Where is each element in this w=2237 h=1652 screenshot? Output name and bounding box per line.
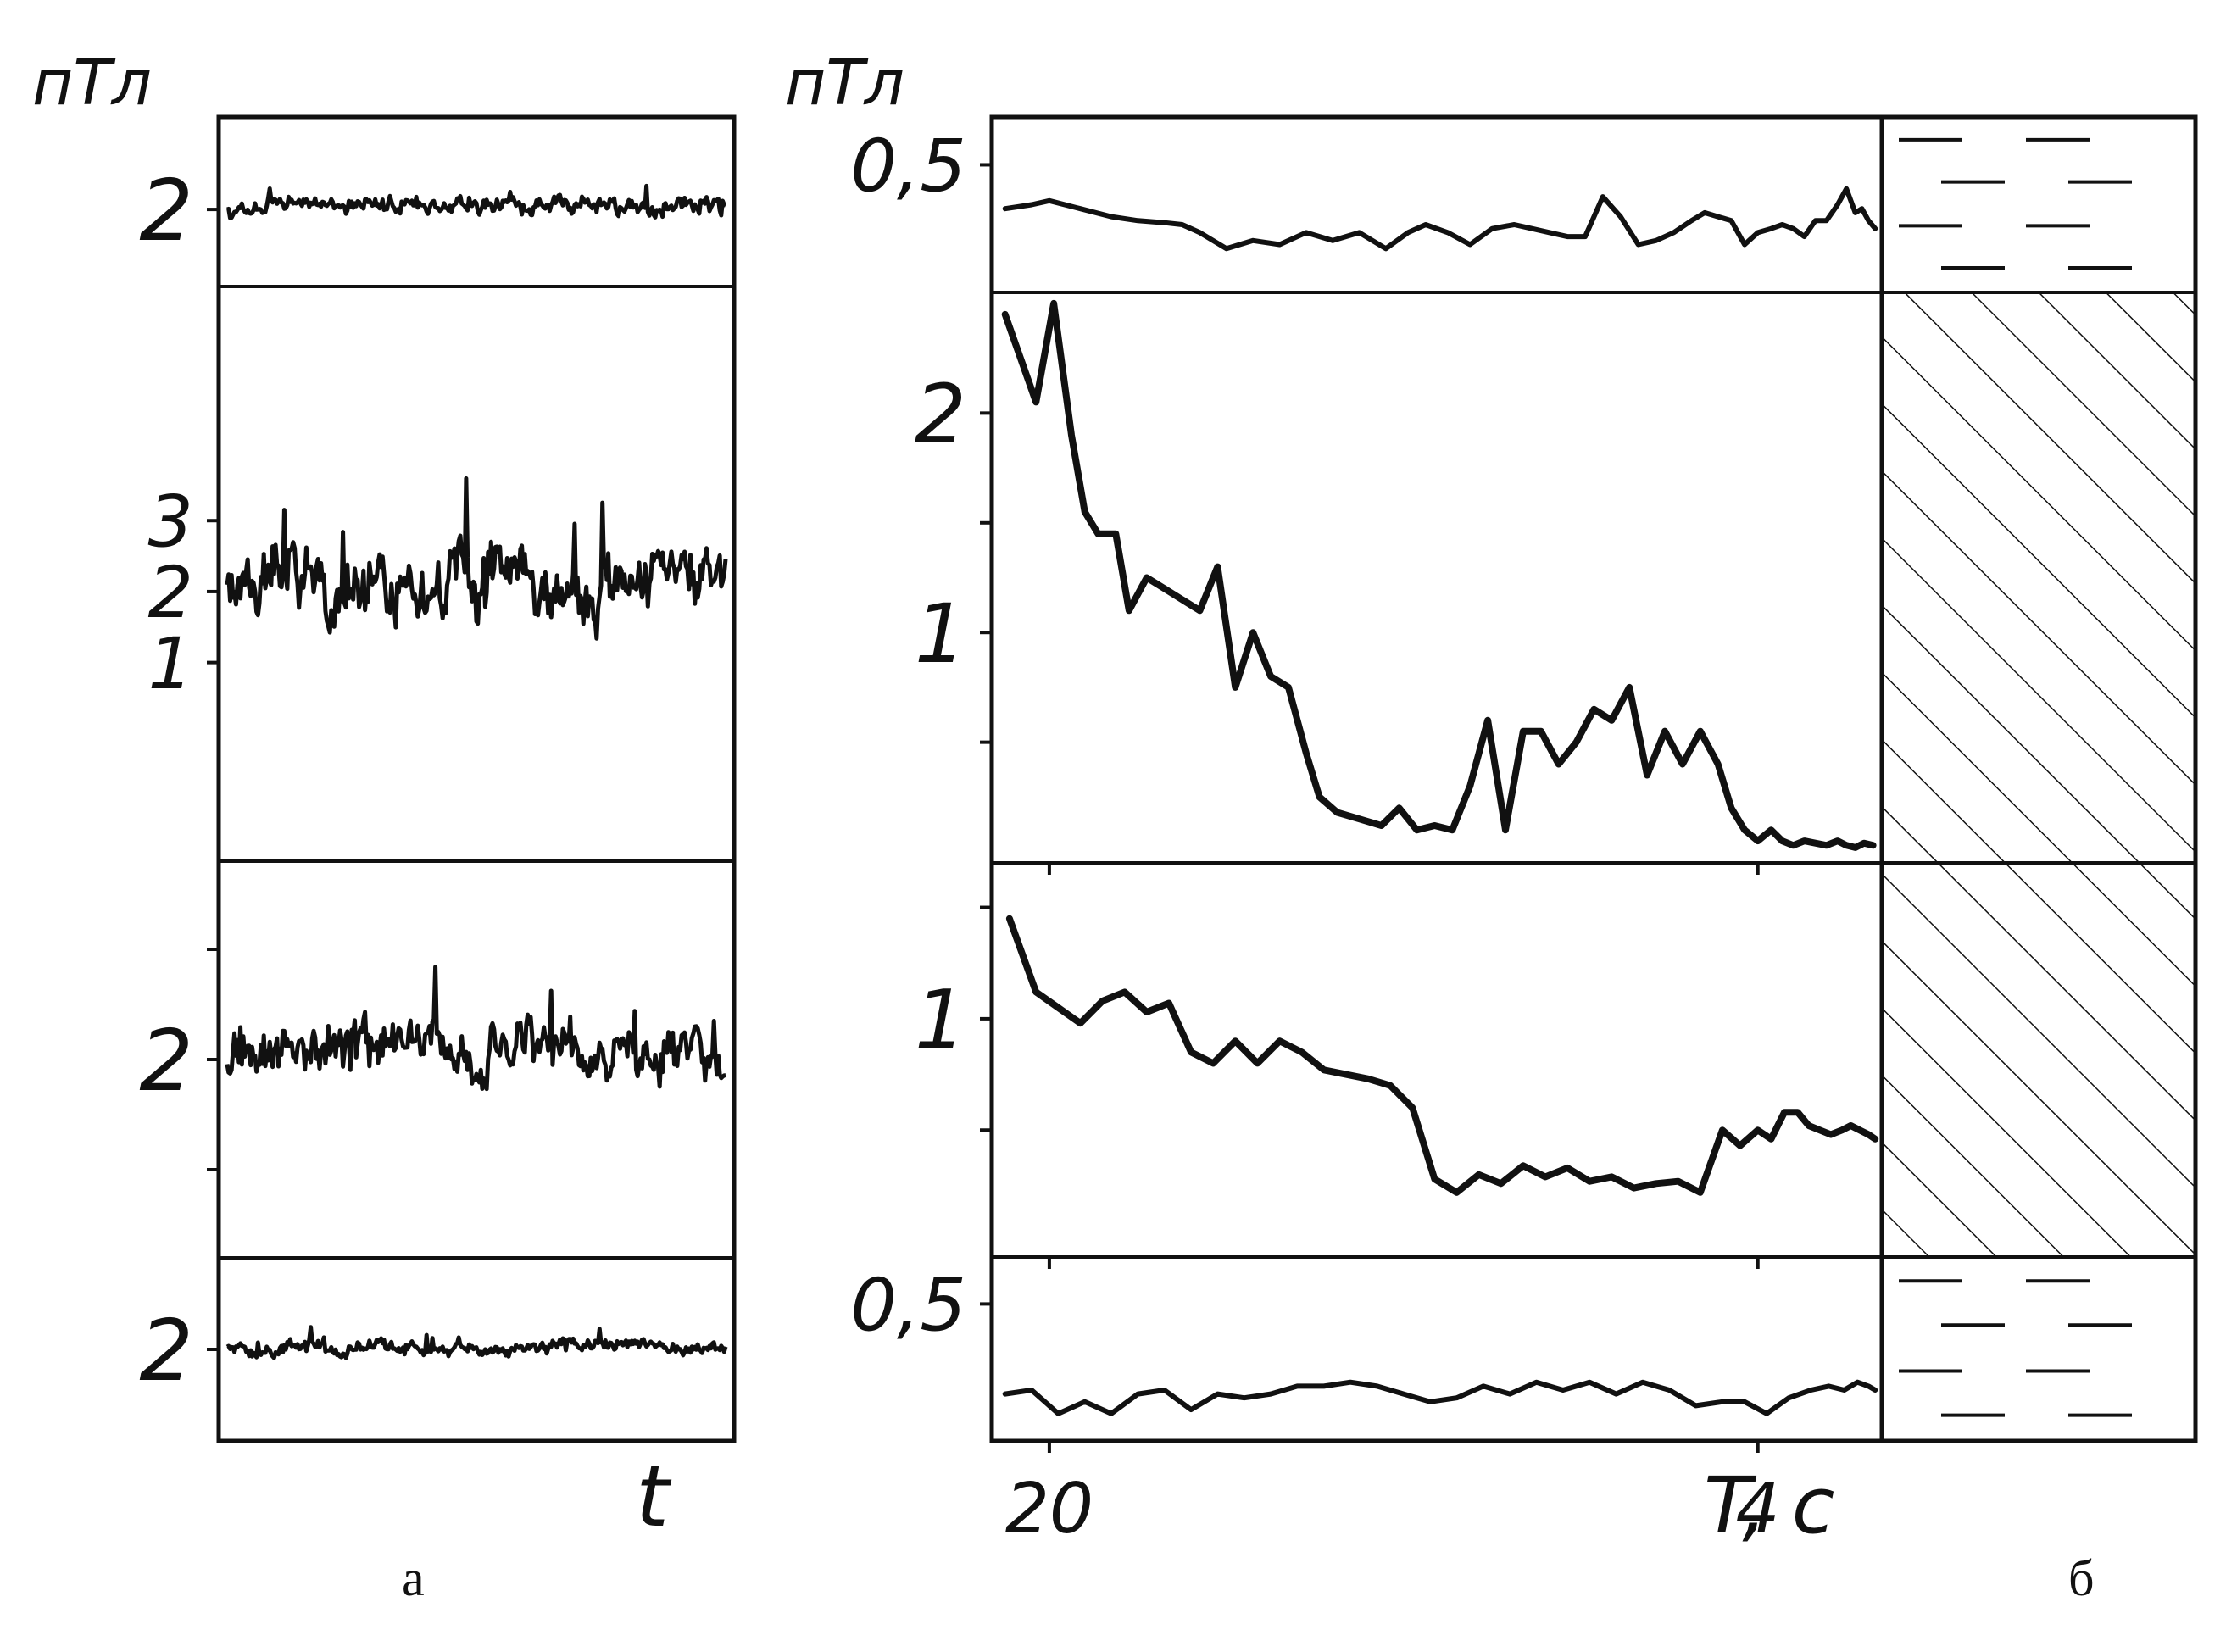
panel-b-y-tick-label: 0,5 (850, 1263, 966, 1348)
series-line-panel-2 (1001, 299, 1877, 851)
panel-a-x-label: t (636, 1447, 672, 1546)
panel-b-y-ticks: 0,5 2 1 1 0,5 (850, 124, 992, 1348)
panel-b-y-tick-label: 0,5 (850, 124, 966, 209)
panel-b-y-tick-label: 2 (915, 367, 966, 462)
panel-a-trace (226, 183, 726, 220)
panel-a-trace (225, 965, 726, 1092)
panel-b-x-tick-label: 4 (1736, 1469, 1780, 1549)
panel-b-row-dividers (992, 291, 2195, 1259)
panel-b-y-tick-label: 1 (915, 587, 966, 681)
hatch-diagonal (1882, 863, 2195, 1257)
series-line-panel-1 (1002, 186, 1878, 252)
series-line-panel-4 (1002, 1379, 1878, 1416)
panel-b-series-lines (1001, 186, 1879, 1416)
panel-b-frame (989, 114, 2198, 1443)
series-line-panel-3 (1005, 915, 1879, 1196)
panel-a-trace (225, 476, 728, 641)
panel-a-tick-label: 2 (139, 1301, 193, 1400)
panel-a-tick-label: 2 (139, 161, 193, 260)
panel-a-trace (225, 1325, 728, 1360)
panel-b-x-ticks: 20 4 (1005, 863, 1780, 1549)
panel-a-tick-label: 1 (148, 622, 193, 705)
panel-a-traces (225, 183, 728, 1360)
hatch-diagonal (1882, 292, 2195, 863)
panel-a-row-dividers (219, 285, 734, 1260)
panel-b-unit-label: пТл (785, 47, 904, 120)
panel-a-frame (216, 114, 737, 1443)
panel-b-x-tick-label: 20 (1005, 1469, 1093, 1549)
panel-a-tick-label: 2 (139, 1011, 193, 1110)
panel-a-tick-label: 2 (148, 551, 193, 634)
panel-b-spectra: пТл 0,5 2 1 1 0,5 20 4 T, c б (785, 47, 2198, 1606)
panel-a-tick-label: 3 (148, 480, 193, 563)
panel-b-x-label: T, c (1704, 1460, 1834, 1551)
panel-b-caption: б (2068, 1550, 2095, 1606)
panel-b-y-tick-label: 1 (915, 972, 966, 1067)
panel-a-unit-label: пТл (32, 47, 152, 120)
panel-b-lithology-column (1882, 137, 2195, 1417)
panel-a-caption: а (402, 1550, 425, 1606)
